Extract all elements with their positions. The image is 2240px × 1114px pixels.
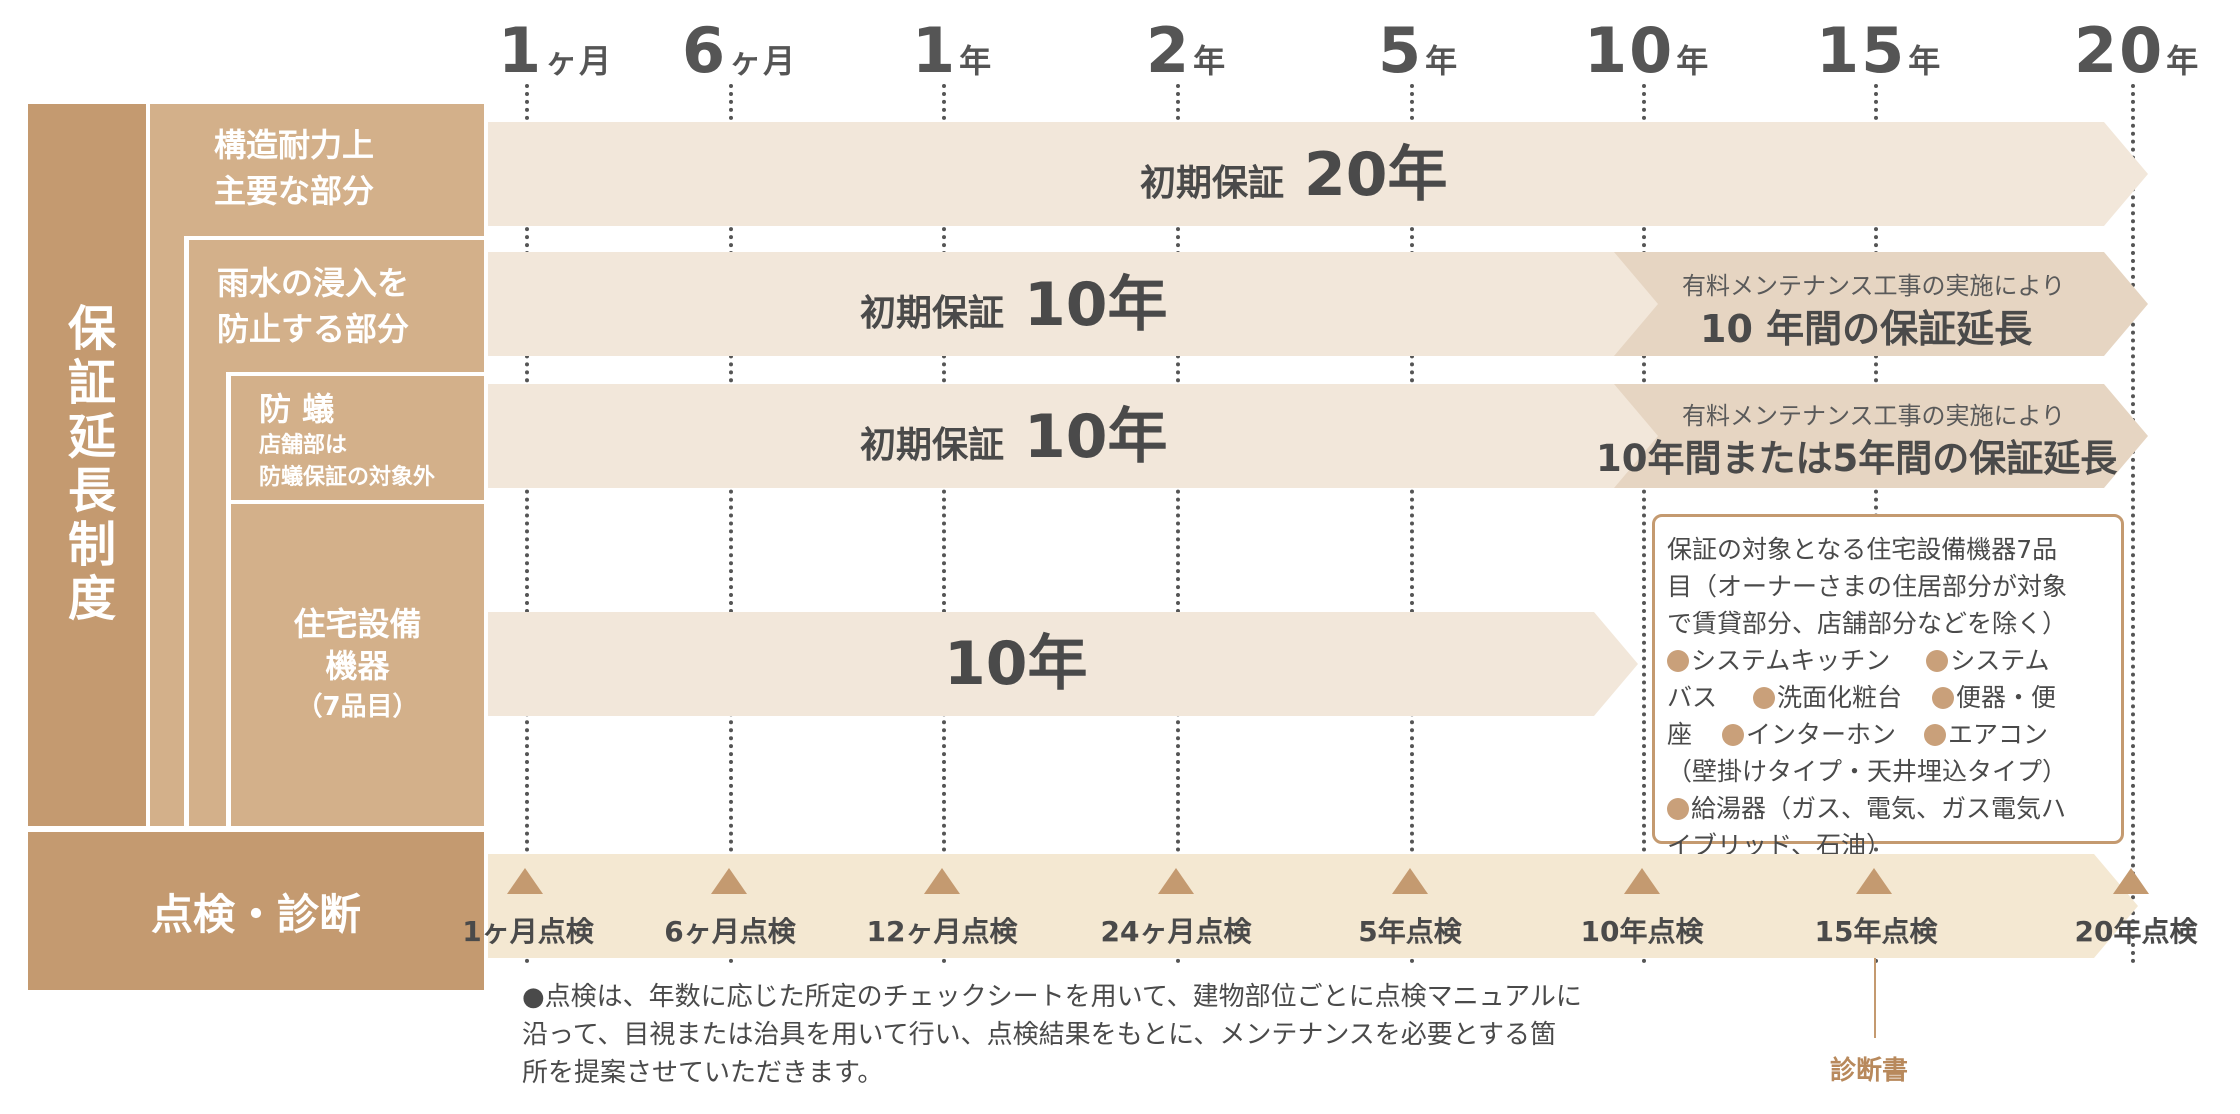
triangle-marker-icon xyxy=(924,868,960,894)
guide-line-6m xyxy=(729,84,733,964)
triangle-marker-icon xyxy=(1392,868,1428,894)
equipment-row: バス 洗面化粧台 便器・便 xyxy=(1667,683,2057,712)
time-label-10y: 10年 xyxy=(1584,14,1711,87)
guide-line-20y xyxy=(2131,84,2135,964)
equipment-box-text: （壁掛けタイプ・天井埋込タイプ） xyxy=(1667,757,2068,786)
equipment-list-box: 保証の対象となる住宅設備機器7品 目（オーナーさまの住居部分が対象 で賃貸部分、… xyxy=(1652,514,2124,860)
inspection-label-5y: 5年点検 xyxy=(1358,915,1462,948)
triangle-marker-icon xyxy=(2113,868,2149,894)
category-inspection: 点検・診断 xyxy=(28,832,484,990)
triangle-marker-icon xyxy=(1624,868,1660,894)
bullet-icon xyxy=(1924,724,1947,746)
equipment-row: 座インターホン エアコン xyxy=(1667,720,2049,749)
bar-rain-label: 初期保証 10年 xyxy=(860,270,1168,340)
inspection-label-24m: 24ヶ月点検 xyxy=(1100,915,1252,948)
inspection-label-10y: 10年点検 xyxy=(1580,915,1704,948)
guide-line-1m xyxy=(525,84,529,964)
category-rain: 雨水の浸入を 防止する部分 xyxy=(217,264,410,348)
category-termite: 防 蟻 店舗部は 防蟻保証の対象外 xyxy=(259,390,436,490)
inspection-footnote: ●点検は、年数に応じた所定のチェックシートを用いて、建物部位ごとに点検マニュアル… xyxy=(522,982,1582,1088)
category-divider xyxy=(231,372,484,376)
equipment-row: システムキッチン システム xyxy=(1667,642,2109,679)
guide-line-1y xyxy=(942,84,946,964)
bullet-icon xyxy=(1753,687,1776,709)
bar-termite-10y xyxy=(488,384,1658,488)
category-divider xyxy=(226,372,231,826)
inspection-label-6m: 6ヶ月点検 xyxy=(664,915,796,948)
inspection-label-12m: 12ヶ月点検 xyxy=(866,915,1018,948)
bullet-icon xyxy=(1932,687,1955,709)
category-divider xyxy=(189,236,484,240)
category-divider xyxy=(231,500,484,504)
category-column-structural xyxy=(150,104,484,826)
bar-rain-ext-title: 10 年間の保証延長 xyxy=(1700,307,2033,351)
time-label-5y: 5年 xyxy=(1378,14,1460,87)
category-guarantee-extension: 保証延長制度 xyxy=(28,104,146,826)
bullet-icon xyxy=(1722,724,1745,746)
time-label-15y: 15年 xyxy=(1816,14,1943,87)
time-label-1m: 1ヶ月 xyxy=(498,14,614,87)
equipment-row: 給湯器（ガス、電気、ガス電気ハ xyxy=(1667,790,2109,827)
triangle-marker-icon xyxy=(1856,868,1892,894)
triangle-marker-icon xyxy=(1158,868,1194,894)
equipment-box-text: 保証の対象となる住宅設備機器7品 xyxy=(1667,535,2058,564)
inspection-label-1m: 1ヶ月点検 xyxy=(462,915,594,948)
inspection-label-15y: 15年点検 xyxy=(1814,915,1938,948)
triangle-marker-icon xyxy=(507,868,543,894)
bullet-icon xyxy=(1926,650,1949,672)
bar-termite-label: 初期保証 10年 xyxy=(860,402,1168,472)
bar-termite-ext-title: 10年間または5年間の保証延長 xyxy=(1596,437,2118,480)
time-label-20y: 20年 xyxy=(2074,14,2201,87)
inspection-label-20y: 20年点検 xyxy=(2074,915,2198,948)
bar-termite-ext-note: 有料メンテナンス工事の実施により xyxy=(1682,402,2066,430)
bar-structural-label: 初期保証 20年 xyxy=(1140,140,1448,210)
category-divider xyxy=(28,826,484,832)
bullet-icon xyxy=(1667,798,1689,820)
category-structural: 構造耐力上 主要な部分 xyxy=(214,126,375,210)
diagnosis-connector xyxy=(1874,958,1876,1038)
category-divider xyxy=(184,236,189,826)
guide-line-5y xyxy=(1410,84,1414,964)
bullet-icon xyxy=(1667,650,1689,672)
triangle-marker-icon xyxy=(711,868,747,894)
time-label-2y: 2年 xyxy=(1146,14,1228,87)
bar-rain-ext-note: 有料メンテナンス工事の実施により xyxy=(1682,272,2066,300)
guide-line-2y xyxy=(1176,84,1180,964)
bar-equipment-label: 10年 xyxy=(944,629,1088,699)
bar-rain-10y xyxy=(488,252,1658,356)
time-label-6m: 6ヶ月 xyxy=(682,14,798,87)
equipment-box-text: で賃貸部分、店舗部分などを除く） xyxy=(1667,609,2068,638)
bar-equipment-10y xyxy=(488,612,1638,716)
category-equipment: 住宅設備 機器 （7品目） xyxy=(293,605,422,722)
diagnosis-label: 診断書 xyxy=(1830,1056,1909,1086)
time-label-1y: 1年 xyxy=(912,14,994,87)
guide-line-10y xyxy=(1642,84,1646,964)
equipment-box-text: 目（オーナーさまの住居部分が対象 xyxy=(1667,572,2068,601)
bar-structural-20y xyxy=(488,122,2148,226)
